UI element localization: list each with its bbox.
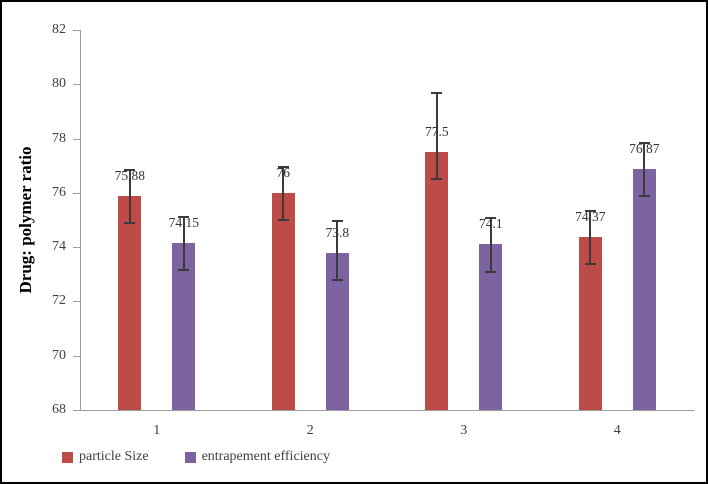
legend-label-particle-size: particle Size (79, 449, 149, 464)
bar (632, 169, 656, 410)
bar (425, 152, 449, 410)
y-tick-label: 80 (52, 76, 66, 92)
bar (271, 192, 295, 410)
error-bar-cap-bottom (638, 195, 650, 198)
bar (479, 244, 503, 410)
error-bar-line (643, 142, 646, 197)
error-bar-cap-top (277, 165, 289, 168)
error-bar-cap-bottom (178, 269, 190, 272)
legend-swatch-entrapement-efficiency (184, 451, 196, 463)
x-category-label: 4 (613, 423, 621, 438)
error-bar-cap-bottom (124, 222, 136, 225)
y-tick-label: 82 (52, 22, 66, 37)
error-bar-cap-top (485, 217, 497, 220)
data-label: 74.15 (168, 215, 199, 231)
error-bar-cap-top (584, 209, 596, 212)
y-tick-label: 68 (52, 402, 66, 417)
legend-swatch-particle-size (62, 451, 73, 463)
y-tick-mark (73, 410, 80, 411)
error-bar-cap-top (178, 215, 190, 218)
x-category-label: 1 (153, 423, 161, 438)
legend-item-entrapement-efficiency: entrapement efficiency (184, 449, 330, 465)
data-label: 76 (276, 164, 291, 180)
y-tick-mark (73, 84, 80, 86)
error-bar-line (589, 209, 592, 265)
legend-item-particle-size: particle Size (62, 449, 149, 465)
error-bar-line (435, 92, 438, 180)
error-bar-line (128, 168, 131, 224)
legend-label-entrapement-efficiency: entrapement efficiency (201, 449, 330, 464)
y-tick-mark (73, 192, 80, 194)
error-bar-cap-bottom (485, 270, 497, 273)
error-bar-line (489, 217, 492, 272)
bar (118, 196, 142, 410)
bar (172, 243, 196, 410)
x-axis-line (80, 410, 694, 411)
legend: particle Size entrapement efficiency (62, 449, 330, 465)
error-bar-cap-top (431, 92, 443, 95)
y-tick-label: 74 (52, 239, 66, 255)
y-tick-mark (73, 355, 80, 357)
data-label: 74.1 (478, 216, 503, 232)
y-tick-mark (73, 30, 80, 31)
error-bar-line (182, 215, 185, 271)
bar (325, 252, 349, 410)
y-tick-label: 70 (52, 347, 66, 363)
y-tick-mark (73, 247, 80, 249)
y-tick-mark (73, 138, 80, 140)
data-label: 76.87 (629, 141, 660, 157)
y-tick-label: 76 (52, 184, 66, 200)
x-category-label: 2 (306, 423, 314, 438)
error-bar-cap-bottom (584, 263, 596, 266)
y-axis-line (80, 30, 81, 410)
y-axis-title: Drug: polymer ratio (16, 146, 35, 294)
error-bar-cap-bottom (431, 178, 443, 181)
error-bar-cap-bottom (331, 278, 343, 281)
data-label: 77.5 (424, 124, 449, 140)
error-bar-cap-top (124, 168, 136, 171)
y-tick-mark (73, 301, 80, 303)
error-bar-line (282, 165, 285, 220)
bar (578, 237, 602, 410)
data-label: 73.8 (325, 224, 350, 240)
x-category-label: 3 (460, 423, 468, 438)
y-tick-label: 78 (52, 130, 66, 146)
data-label: 75.88 (114, 168, 145, 184)
error-bar-line (336, 220, 339, 280)
error-bar-cap-bottom (277, 219, 289, 221)
y-tick-label: 72 (52, 293, 66, 309)
error-bar-cap-top (638, 142, 650, 145)
error-bar-cap-top (331, 220, 343, 222)
data-label: 74.37 (575, 209, 606, 225)
